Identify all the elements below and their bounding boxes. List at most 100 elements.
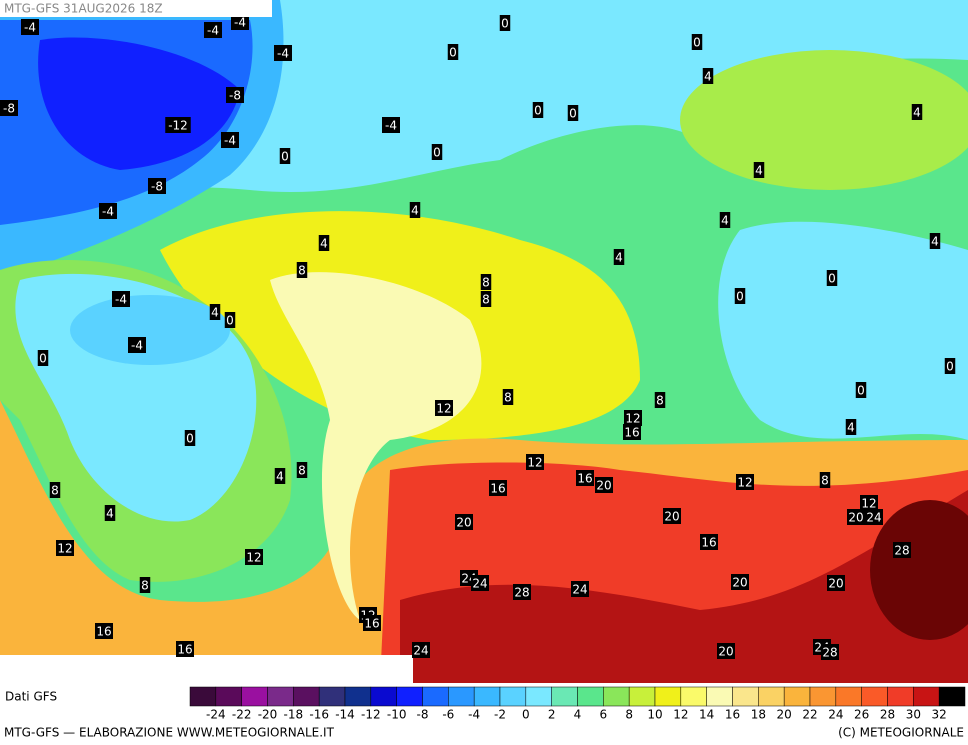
label-box	[719, 212, 731, 228]
colorbar-tick-label: 2	[548, 708, 556, 722]
cold-region	[38, 37, 240, 170]
contour-label: 12	[246, 551, 261, 565]
label-box	[224, 312, 236, 328]
colorbar-tick-label: 8	[625, 708, 633, 722]
contour-label: 12	[57, 542, 72, 556]
contour-label: -8	[229, 89, 241, 103]
label-box	[489, 480, 507, 496]
contour-label: -4	[24, 21, 36, 35]
contour-label: 4	[913, 106, 921, 120]
contour-label: 12	[861, 497, 876, 511]
label-box	[513, 584, 531, 600]
hot-region	[870, 500, 968, 640]
colorbar-tick-label: -12	[361, 708, 381, 722]
contour-label: 4	[721, 214, 729, 228]
label-box	[576, 470, 594, 486]
label-box	[826, 270, 838, 286]
contour-label: 20	[718, 645, 733, 659]
colorbar-swatch	[267, 686, 294, 707]
contour-label: 0	[186, 432, 194, 446]
colorbar-tick-label: -6	[442, 708, 454, 722]
contour-label: 12	[436, 402, 451, 416]
colorbar-swatch	[448, 686, 475, 707]
label-box	[860, 495, 878, 511]
contour-label: 8	[141, 579, 149, 593]
label-box	[184, 430, 196, 446]
label-box	[128, 337, 146, 353]
label-box	[865, 509, 883, 525]
contour-label: 0	[281, 150, 289, 164]
colorbar-tick-label: -22	[232, 708, 252, 722]
contour-label: 0	[736, 290, 744, 304]
mild-region	[680, 50, 968, 190]
colorbar-tick-label: -4	[468, 708, 480, 722]
label-box	[95, 623, 113, 639]
colorbar-tick-label: -20	[258, 708, 278, 722]
colorbar-swatch	[861, 686, 888, 707]
label-box	[409, 202, 421, 218]
label-box	[274, 468, 286, 484]
colorbar-tick-label: -14	[335, 708, 355, 722]
colorbar-swatch	[422, 686, 449, 707]
colorbar-swatch	[887, 686, 914, 707]
contour-label: 8	[482, 276, 490, 290]
contour-label: 16	[624, 426, 639, 440]
label-box	[702, 68, 714, 84]
label-box	[571, 581, 589, 597]
contour-label: 8	[821, 474, 829, 488]
cold-region	[718, 221, 968, 440]
title: MTG-GFS 31AUG2026 18Z	[4, 2, 163, 16]
title-box	[0, 0, 272, 17]
contour-label: 4	[704, 70, 712, 84]
label-box	[624, 410, 642, 426]
contour-label: -8	[3, 102, 15, 116]
colorbar-swatch	[189, 686, 217, 707]
colorbar-label: Dati GFS	[5, 690, 57, 704]
label-box	[595, 477, 613, 493]
label-box	[717, 643, 735, 659]
contour-label: 20	[848, 511, 863, 525]
label-box	[567, 105, 579, 121]
label-box	[363, 615, 381, 631]
colorbar-tick-label: 28	[880, 708, 895, 722]
contour-label: -4	[102, 205, 114, 219]
label-box	[471, 575, 489, 591]
contour-label: 24	[572, 583, 587, 597]
contour-label: 4	[931, 235, 939, 249]
contour-label: 0	[569, 107, 577, 121]
colorbar-tick-label: -8	[417, 708, 429, 722]
contour-label: 0	[449, 46, 457, 60]
label-box	[221, 132, 239, 148]
label-box	[819, 472, 831, 488]
label-box	[21, 19, 39, 35]
colorbar-tick-label: 0	[522, 708, 530, 722]
contour-label: 16	[701, 536, 716, 550]
colorbar-swatch	[628, 686, 656, 707]
contour-label: 24	[413, 644, 428, 658]
colorbar-tick-label: -10	[387, 708, 407, 722]
colorbar-swatch	[809, 686, 837, 707]
contour-label: 0	[39, 352, 47, 366]
colorbar-swatch	[396, 686, 423, 707]
contour-label: 8	[482, 293, 490, 307]
contour-label: -4	[277, 47, 289, 61]
footer-right: (C) METEOGIORNALE	[838, 726, 964, 740]
label-box	[731, 574, 749, 590]
contour-label: 12	[527, 456, 542, 470]
colorbar-swatch	[525, 686, 552, 707]
contour-label: 16	[96, 625, 111, 639]
label-box	[845, 419, 857, 435]
contour-label: -4	[115, 293, 127, 307]
contour-label: 4	[615, 251, 623, 265]
colorbar-swatch	[603, 686, 630, 707]
contour-label: 20	[732, 576, 747, 590]
label-box	[736, 474, 754, 490]
contour-label: 0	[857, 384, 865, 398]
colorbar-swatch	[758, 686, 785, 707]
label-box	[613, 249, 625, 265]
contour-label: 20	[828, 577, 843, 591]
contour-label: 28	[822, 646, 837, 660]
label-box	[455, 514, 473, 530]
contour-label: 12	[625, 412, 640, 426]
